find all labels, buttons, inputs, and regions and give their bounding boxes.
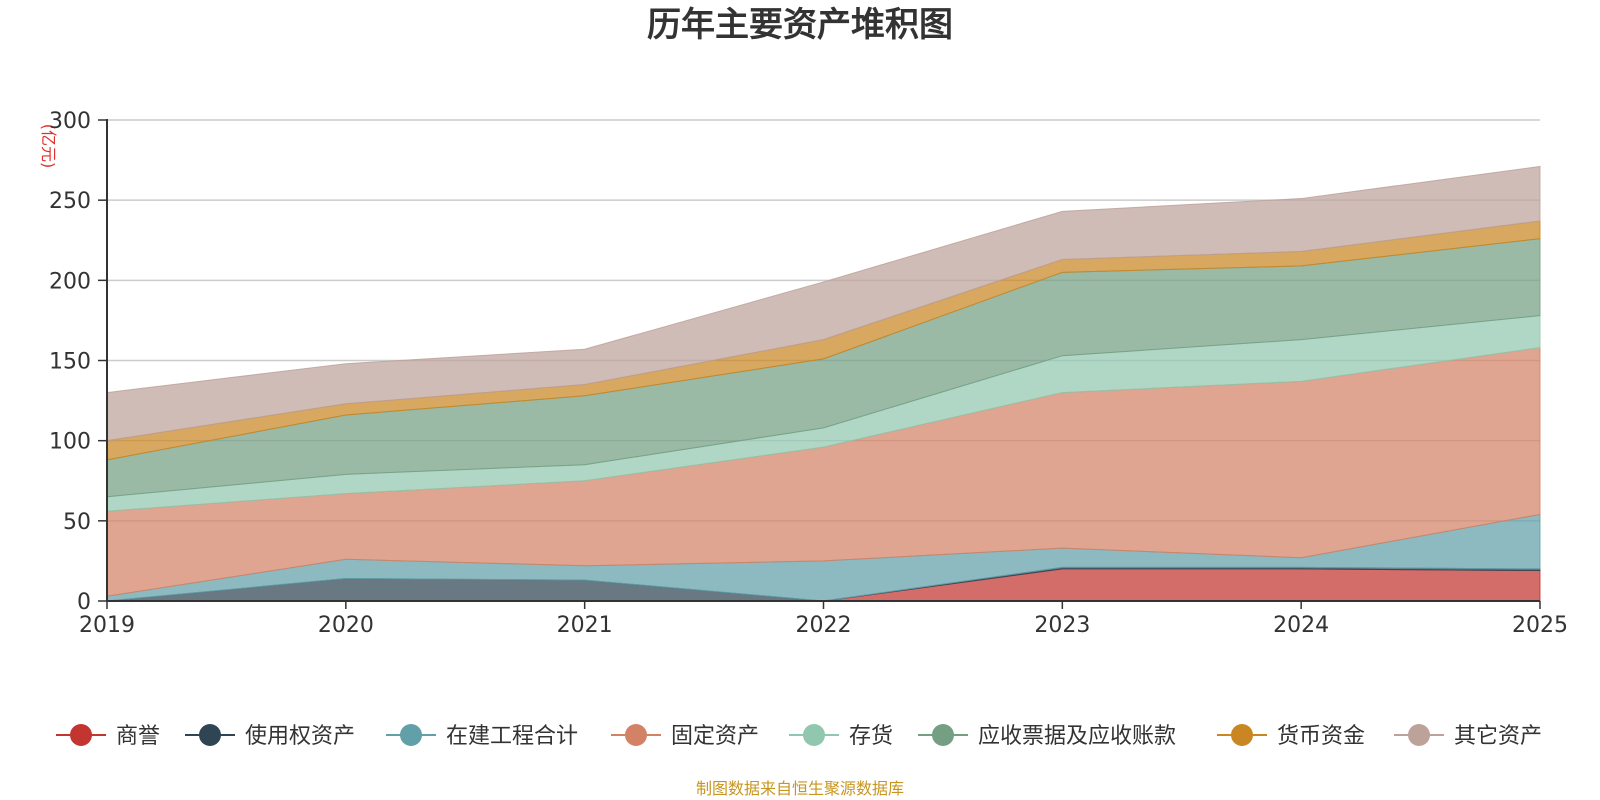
data-point-7-2024 — [1298, 196, 1304, 202]
legend-item-4[interactable]: 存货 — [789, 724, 893, 749]
y-tick-label-300: 300 — [49, 109, 91, 134]
legend[interactable]: 商誉 使用权资产 在建工程合计 固定资产 存货 应收票据及应收账款 货币资金 其它资产 — [56, 724, 1542, 749]
legend-label-1: 使用权资产 — [245, 724, 355, 749]
axes: 0 50 100 150 200 250 300 2019 2020 2021 2022 2023 20… — [49, 109, 1568, 638]
data-point-7-2021 — [582, 346, 588, 352]
legend-label-0: 商誉 — [116, 724, 160, 749]
legend-label-6: 货币资金 — [1277, 724, 1365, 749]
legend-label-7: 其它资产 — [1454, 724, 1542, 749]
legend-marker-3 — [625, 724, 647, 746]
data-point-7-2020 — [343, 361, 349, 367]
legend-marker-4 — [803, 724, 825, 746]
data-point-7-2022 — [821, 279, 827, 285]
x-tick-label-2020: 2020 — [318, 613, 374, 638]
y-tick-label-50: 50 — [63, 510, 91, 535]
legend-item-2[interactable]: 在建工程合计 — [386, 724, 578, 749]
legend-item-5[interactable]: 应收票据及应收账款 — [918, 724, 1176, 749]
y-axis-unit-label: (亿元) — [39, 124, 58, 169]
y-tick-label-100: 100 — [49, 430, 91, 455]
x-tick-label-2025: 2025 — [1512, 613, 1568, 638]
legend-marker-7 — [1408, 724, 1430, 746]
area-series — [106, 163, 1543, 602]
legend-marker-0 — [70, 724, 92, 746]
x-tick-label-2021: 2021 — [557, 613, 613, 638]
y-tick-label-250: 250 — [49, 189, 91, 214]
x-tick-label-2024: 2024 — [1273, 613, 1329, 638]
legend-label-5: 应收票据及应收账款 — [978, 724, 1176, 749]
y-tick-label-200: 200 — [49, 269, 91, 294]
legend-label-3: 固定资产 — [671, 724, 759, 749]
legend-marker-1 — [199, 724, 221, 746]
legend-marker-6 — [1231, 724, 1253, 746]
source-note: 制图数据来自恒生聚源数据库 — [696, 779, 904, 798]
x-tick-label-2019: 2019 — [79, 613, 135, 638]
legend-item-6[interactable]: 货币资金 — [1217, 724, 1365, 749]
data-point-7-2025 — [1537, 163, 1543, 169]
y-tick-label-150: 150 — [49, 350, 91, 375]
legend-item-0[interactable]: 商誉 — [56, 724, 160, 749]
x-tick-label-2022: 2022 — [796, 613, 852, 638]
legend-item-1[interactable]: 使用权资产 — [185, 724, 355, 749]
legend-label-2: 在建工程合计 — [446, 724, 578, 749]
legend-item-7[interactable]: 其它资产 — [1394, 724, 1542, 749]
chart-title: 历年主要资产堆积图 — [647, 5, 953, 45]
y-tick-label-0: 0 — [77, 590, 91, 615]
x-tick-label-2023: 2023 — [1034, 613, 1090, 638]
legend-item-3[interactable]: 固定资产 — [611, 724, 759, 749]
legend-label-4: 存货 — [849, 724, 893, 749]
data-point-7-2023 — [1059, 208, 1065, 214]
area-series-7 — [106, 165, 1541, 442]
legend-marker-2 — [400, 724, 422, 746]
legend-marker-5 — [932, 724, 954, 746]
